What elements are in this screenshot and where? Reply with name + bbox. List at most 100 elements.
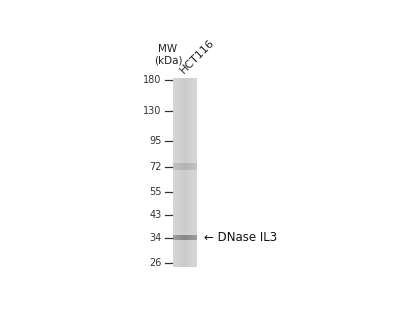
Bar — [174, 163, 175, 170]
Bar — [185, 163, 186, 170]
Bar — [187, 78, 188, 267]
Text: 130: 130 — [143, 106, 162, 116]
Bar — [187, 235, 188, 240]
Bar — [194, 78, 195, 267]
Bar — [177, 78, 178, 267]
Bar — [191, 78, 192, 267]
Bar — [181, 78, 182, 267]
Bar — [186, 163, 187, 170]
Bar — [174, 78, 175, 267]
Bar — [181, 78, 182, 267]
Bar — [186, 78, 187, 267]
Bar — [178, 163, 179, 170]
Bar — [176, 235, 177, 240]
Bar — [173, 163, 174, 170]
Bar — [188, 235, 189, 240]
Bar — [178, 78, 179, 267]
Bar — [186, 78, 187, 267]
Bar — [195, 235, 196, 240]
Bar — [184, 78, 185, 267]
Bar — [190, 78, 191, 267]
Bar — [186, 78, 187, 267]
Bar — [178, 78, 179, 267]
Bar — [177, 78, 178, 267]
Bar — [188, 78, 189, 267]
Bar — [177, 235, 178, 240]
Bar — [194, 163, 195, 170]
Bar — [182, 235, 183, 240]
Bar — [192, 235, 193, 240]
Bar — [192, 78, 193, 267]
Bar — [176, 78, 177, 267]
Text: 34: 34 — [150, 233, 162, 243]
Bar — [175, 235, 176, 240]
Bar — [190, 163, 191, 170]
Bar — [175, 163, 176, 170]
Bar — [188, 78, 189, 267]
Bar — [181, 78, 182, 267]
Bar — [173, 235, 174, 240]
Bar — [179, 78, 180, 267]
Bar — [187, 163, 188, 170]
Text: 26: 26 — [149, 258, 162, 268]
Text: 72: 72 — [149, 162, 162, 172]
Bar — [180, 78, 181, 267]
Bar — [187, 78, 188, 267]
Bar — [195, 163, 196, 170]
Bar — [188, 78, 189, 267]
Bar — [194, 235, 195, 240]
Bar — [191, 163, 192, 170]
Bar — [179, 235, 180, 240]
Bar — [176, 78, 177, 267]
Bar — [193, 163, 194, 170]
Bar — [196, 163, 197, 170]
Bar — [185, 235, 186, 240]
Bar — [181, 78, 182, 267]
Bar — [181, 163, 182, 170]
Bar — [181, 163, 182, 170]
Bar — [182, 78, 183, 267]
Bar — [184, 235, 185, 240]
Text: 180: 180 — [143, 75, 162, 85]
Bar — [182, 78, 183, 267]
Bar — [182, 163, 183, 170]
Bar — [183, 78, 184, 267]
Bar — [189, 78, 190, 267]
Bar — [189, 163, 190, 170]
Bar — [193, 235, 194, 240]
Bar — [178, 78, 179, 267]
Text: HCT116: HCT116 — [178, 37, 216, 75]
Bar — [183, 163, 184, 170]
Bar — [174, 235, 175, 240]
Bar — [183, 78, 184, 267]
Bar — [190, 78, 191, 267]
Bar — [191, 163, 192, 170]
Bar — [192, 78, 193, 267]
Bar — [179, 163, 180, 170]
Bar — [187, 78, 188, 267]
Bar — [174, 78, 175, 267]
Bar — [196, 235, 197, 240]
Bar — [179, 163, 180, 170]
Bar — [179, 78, 180, 267]
Bar — [183, 78, 184, 267]
Bar — [192, 235, 193, 240]
Bar — [176, 163, 177, 170]
Bar — [189, 78, 190, 267]
Bar — [179, 235, 180, 240]
Bar — [192, 78, 193, 267]
Bar — [190, 163, 191, 170]
Text: ← DNase IL3: ← DNase IL3 — [204, 231, 277, 244]
Text: 43: 43 — [150, 211, 162, 220]
Bar — [184, 235, 185, 240]
Bar — [175, 78, 176, 267]
Bar — [192, 163, 193, 170]
Bar — [179, 78, 180, 267]
Bar — [189, 78, 190, 267]
Bar — [194, 78, 195, 267]
Bar — [176, 163, 177, 170]
Bar — [196, 78, 197, 267]
Bar — [191, 78, 192, 267]
Bar — [183, 78, 184, 267]
Bar — [193, 235, 194, 240]
